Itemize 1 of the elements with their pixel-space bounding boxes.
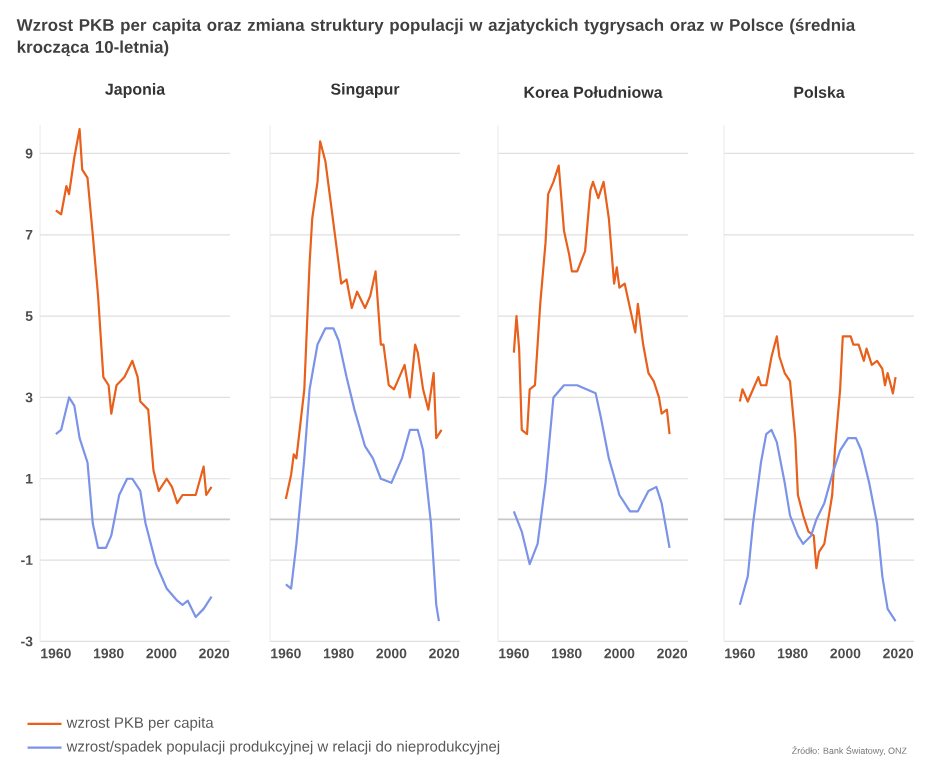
text: Wzrost PKB per capita oraz zmiana struktury populacji w azjatyckich tygrysach oraz w Polsce (średnia krocząca 10-letnia) xyxy=(16,18,856,57)
